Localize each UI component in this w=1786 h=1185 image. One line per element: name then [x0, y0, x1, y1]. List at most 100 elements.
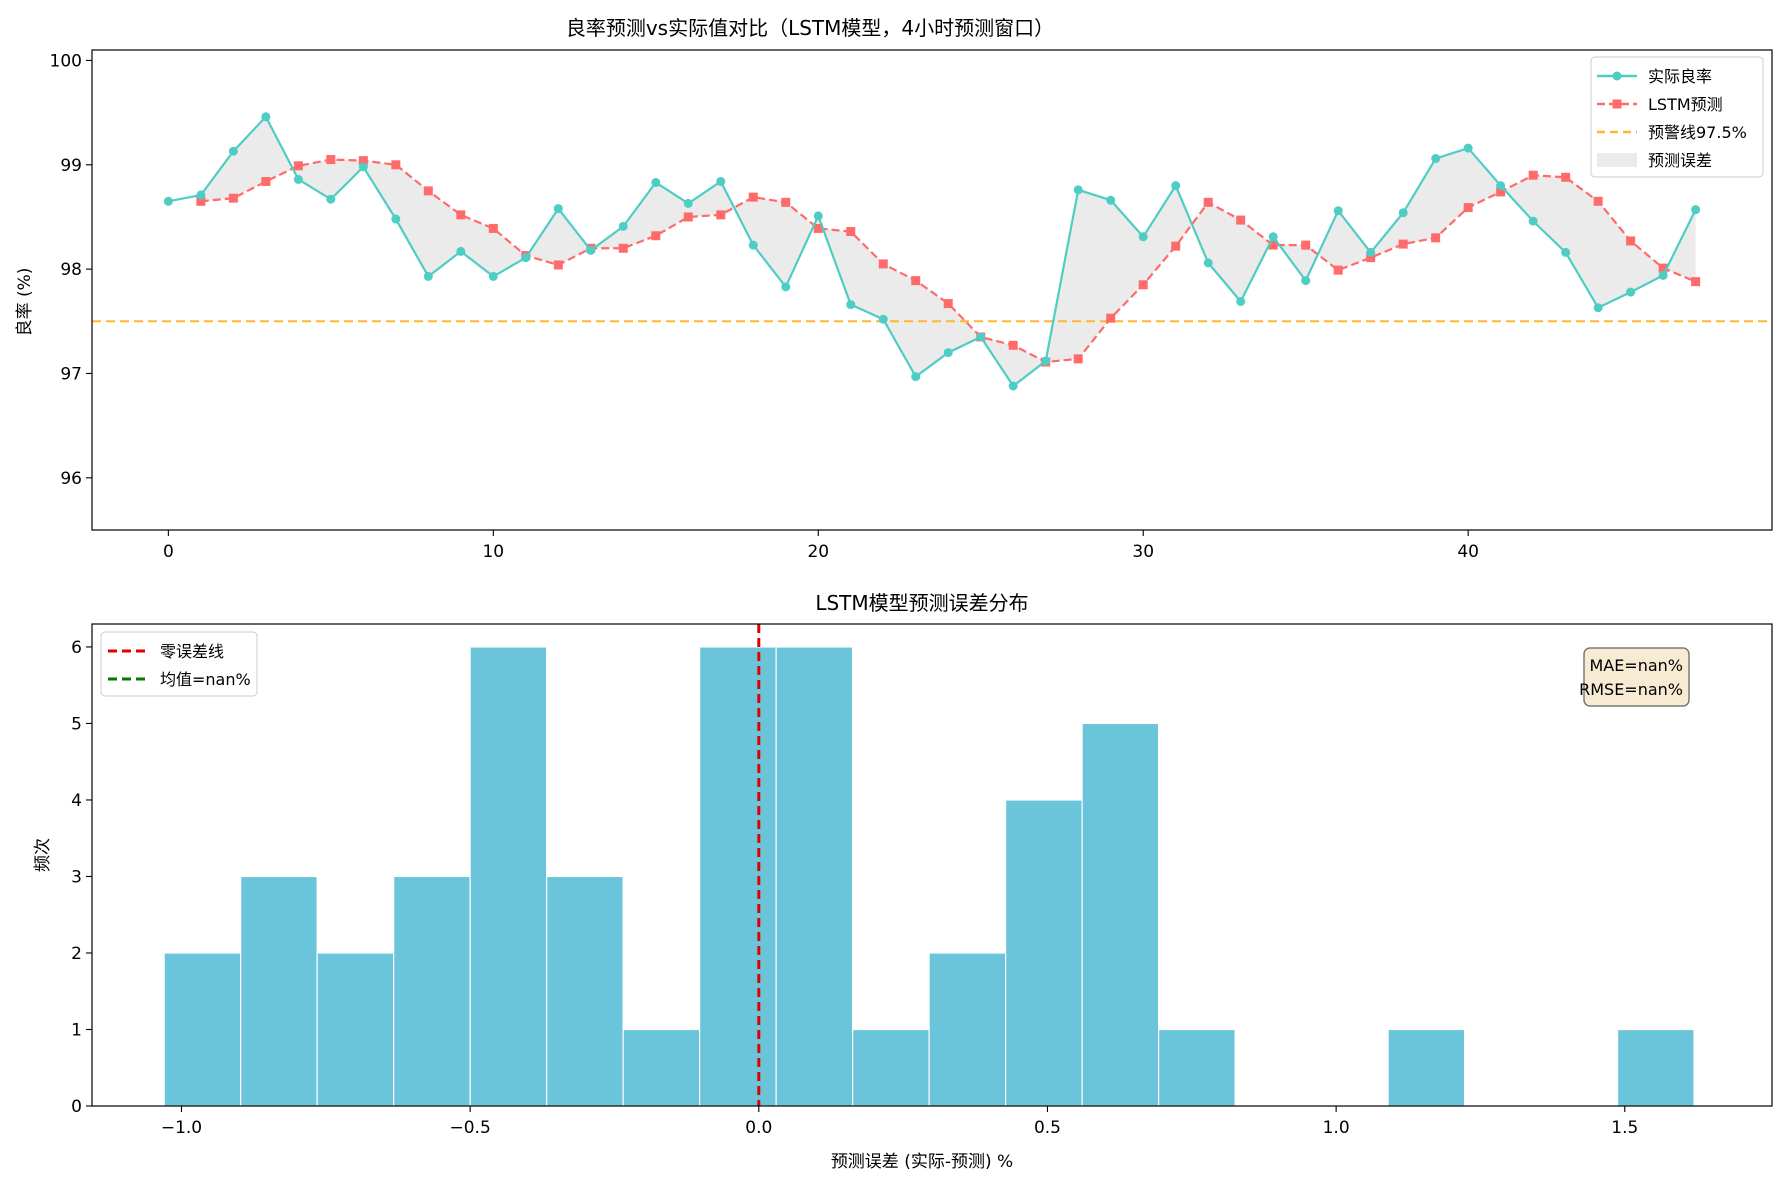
chart1-plot-frame [91, 49, 1773, 531]
stats-rmse: RMSE=nan% [1579, 680, 1683, 699]
lstm-prediction-point [1431, 233, 1441, 243]
actual-yield-point [911, 372, 921, 382]
actual-yield-point [618, 221, 628, 231]
lstm-prediction-point [618, 243, 628, 253]
lstm-prediction-point [196, 196, 206, 206]
chart2-title: LSTM模型预测误差分布 [815, 591, 1028, 615]
y-tick-label: 3 [71, 867, 82, 887]
legend-warning-label: 预警线97.5% [1648, 123, 1747, 142]
histogram-bar [852, 1028, 930, 1107]
y-tick-label: 4 [71, 791, 82, 811]
lstm-prediction-point [1658, 263, 1668, 273]
lstm-prediction-point [1301, 240, 1311, 250]
lstm-prediction-point [1203, 197, 1213, 207]
stats-mae: MAE=nan% [1589, 656, 1683, 675]
lstm-prediction-point [813, 223, 823, 233]
lstm-prediction-point [1593, 196, 1603, 206]
actual-yield-point [1658, 270, 1668, 280]
lstm-prediction-point [1268, 240, 1278, 250]
actual-yield-point [716, 176, 726, 186]
actual-yield-point [163, 196, 173, 206]
histogram-bar [1616, 1028, 1695, 1107]
actual-yield-point [878, 314, 888, 324]
actual-yield-point [261, 112, 271, 122]
actual-yield-point [683, 198, 693, 208]
histogram-bar [775, 646, 854, 1107]
chart2-legend: 零误差线 均值=nan% [100, 631, 258, 697]
y-tick-label: 100 [50, 51, 82, 71]
actual-yield-point [196, 190, 206, 200]
lstm-prediction-point [553, 260, 563, 270]
lstm-prediction-point [391, 160, 401, 170]
x-tick-label: 30 [1132, 542, 1154, 562]
lstm-prediction-point [261, 176, 271, 186]
y-tick-label: 99 [60, 156, 82, 176]
error-distribution-chart: LSTM模型预测误差分布 频次 预测误差 (实际-预测) % −1.0 −0.5 0… [33, 591, 1773, 1172]
actual-yield-point [1333, 206, 1343, 216]
actual-yield-point [1561, 247, 1571, 257]
chart1-title: 良率预测vs实际值对比（LSTM模型，4小时预测窗口） [566, 16, 1054, 40]
y-tick-label: 0 [71, 1097, 82, 1117]
histogram-bar [316, 952, 395, 1107]
x-tick-label: 40 [1457, 542, 1479, 562]
actual-yield-point [1463, 143, 1473, 153]
histogram-bar [622, 1028, 701, 1107]
actual-yield-point [1008, 381, 1018, 391]
actual-yield-point [488, 271, 498, 281]
chart2-x-axis-label: 预测误差 (实际-预测) % [831, 1152, 1013, 1172]
lstm-prediction-point [1333, 265, 1343, 275]
actual-yield-point [1398, 208, 1408, 218]
legend-entry-mean: 均值=nan% [108, 670, 251, 689]
x-tick-label: 0 [163, 542, 174, 562]
legend-entry-warning: 预警线97.5% [1597, 123, 1747, 142]
x-tick-label: −1.0 [161, 1118, 202, 1138]
y-tick-label: 96 [60, 469, 82, 489]
chart1-y-axis-label: 良率 (%) [15, 268, 35, 337]
lstm-prediction-point [1073, 354, 1083, 364]
lstm-prediction-point [1171, 241, 1181, 251]
stats-box-background [1583, 647, 1690, 707]
actual-yield-point [1691, 205, 1701, 215]
actual-yield-point [423, 271, 433, 281]
histogram-bar [699, 646, 777, 1107]
error-stats-box: MAE=nan% RMSE=nan% [1579, 647, 1690, 707]
legend-entry-zero: 零误差线 [108, 642, 224, 661]
lstm-prediction-point [716, 210, 726, 220]
actual-yield-point [1528, 216, 1538, 226]
lstm-prediction-point [651, 231, 661, 241]
lstm-prediction-point [683, 212, 693, 222]
lstm-prediction-point [943, 299, 953, 309]
x-tick-label: 0.5 [1034, 1118, 1061, 1138]
lstm-prediction-point [1496, 187, 1506, 197]
histogram-bar [1005, 799, 1083, 1107]
actual-yield-point [358, 162, 368, 172]
lstm-prediction-point [456, 210, 466, 220]
actual-yield-line [168, 114, 1697, 388]
legend-error-swatch [1597, 153, 1637, 167]
lstm-prediction-point [1008, 340, 1018, 350]
lstm-prediction-line [200, 158, 1697, 364]
actual-yield-point [586, 245, 596, 255]
legend-entry-pred: LSTM预测 [1597, 95, 1723, 114]
actual-yield-point [1041, 356, 1051, 366]
actual-yield-point [1268, 232, 1278, 242]
actual-yield-point [228, 146, 238, 156]
lstm-prediction-point [1138, 280, 1148, 290]
actual-yield-point [943, 348, 953, 358]
actual-yield-point [813, 211, 823, 221]
actual-yield-point [781, 282, 791, 292]
actual-yield-point [293, 174, 303, 184]
y-tick-label: 98 [60, 260, 82, 280]
lstm-prediction-point [1236, 215, 1246, 225]
chart2-y-axis-label: 频次 [33, 838, 53, 872]
actual-yield-point [1593, 303, 1603, 313]
histogram-bar [928, 952, 1007, 1107]
actual-yield-point [1203, 258, 1213, 268]
x-tick-label: 10 [482, 542, 504, 562]
prediction-error-fill [200, 116, 1696, 387]
actual-yield-point [976, 332, 986, 342]
chart2-ticks: −1.0 −0.5 0.0 0.5 1.0 1.5 0 1 2 3 4 5 6 [71, 638, 1638, 1138]
lstm-prediction-point [1463, 203, 1473, 213]
actual-yield-point [1171, 181, 1181, 191]
